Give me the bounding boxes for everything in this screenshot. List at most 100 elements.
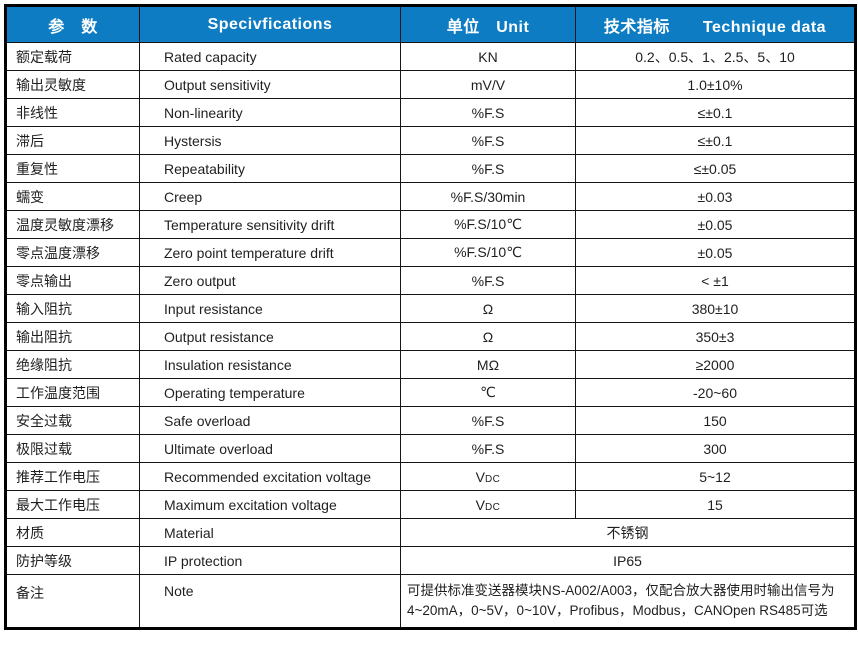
- table-row: 输出阻抗 Output resistance Ω 350±3: [5, 322, 856, 351]
- spec-table: 参 数 Specivfications 单位 Unit 技术指标 Techniq…: [4, 4, 857, 630]
- table-row: 绝缘阻抗 Insulation resistance MΩ ≥2000: [5, 350, 856, 379]
- table-row: 零点温度漂移 Zero point temperature drift %F.S…: [5, 238, 856, 267]
- merged-value: 不锈钢: [400, 518, 856, 547]
- param-en: Rated capacity: [139, 42, 401, 71]
- unit: %F.S/10℃: [400, 210, 576, 239]
- param-en: Non-linearity: [139, 98, 401, 127]
- param-en: Ultimate overload: [139, 434, 401, 463]
- table-row: 安全过载 Safe overload %F.S 150: [5, 406, 856, 435]
- param-zh: 最大工作电压: [5, 490, 140, 519]
- param-en: Note: [139, 574, 401, 629]
- param-en: Hystersis: [139, 126, 401, 155]
- unit: %F.S: [400, 434, 576, 463]
- table-row: 推荐工作电压 Recommended excitation voltage VD…: [5, 462, 856, 491]
- table-row: 输出灵敏度 Output sensitivity mV/V 1.0±10%: [5, 70, 856, 99]
- param-zh: 输出阻抗: [5, 322, 140, 351]
- param-en: Temperature sensitivity drift: [139, 210, 401, 239]
- value: ≤±0.1: [575, 98, 856, 127]
- value: ±0.03: [575, 182, 856, 211]
- table-row: 蠕变 Creep %F.S/30min ±0.03: [5, 182, 856, 211]
- table-row: 最大工作电压 Maximum excitation voltage VDC 15: [5, 490, 856, 519]
- unit: MΩ: [400, 350, 576, 379]
- value: ≥2000: [575, 350, 856, 379]
- value: 350±3: [575, 322, 856, 351]
- param-zh: 输入阻抗: [5, 294, 140, 323]
- unit: KN: [400, 42, 576, 71]
- table-row: 输入阻抗 Input resistance Ω 380±10: [5, 294, 856, 323]
- table-row: 滞后 Hystersis %F.S ≤±0.1: [5, 126, 856, 155]
- param-en: Zero output: [139, 266, 401, 295]
- value: -20~60: [575, 378, 856, 407]
- param-en: Input resistance: [139, 294, 401, 323]
- param-zh: 非线性: [5, 98, 140, 127]
- param-en: Insulation resistance: [139, 350, 401, 379]
- param-en: Output sensitivity: [139, 70, 401, 99]
- header-specifications: Specivfications: [139, 5, 401, 43]
- unit: %F.S: [400, 126, 576, 155]
- param-zh: 推荐工作电压: [5, 462, 140, 491]
- unit: %F.S: [400, 406, 576, 435]
- note-line-2: 4~20mA，0~5V，0~10V，Profibus，Modbus，CANOpe…: [407, 603, 828, 618]
- header-unit: 单位 Unit: [400, 5, 576, 43]
- table-row-material: 材质 Material 不锈钢: [5, 518, 856, 547]
- value: 15: [575, 490, 856, 519]
- value: ±0.05: [575, 210, 856, 239]
- table-row: 额定载荷 Rated capacity KN 0.2、0.5、1、2.5、5、1…: [5, 42, 856, 71]
- unit: %F.S: [400, 154, 576, 183]
- param-en: Creep: [139, 182, 401, 211]
- value: ≤±0.05: [575, 154, 856, 183]
- param-en: IP protection: [139, 546, 401, 575]
- param-zh: 蠕变: [5, 182, 140, 211]
- unit: Ω: [400, 322, 576, 351]
- table-row: 零点输出 Zero output %F.S < ±1: [5, 266, 856, 295]
- param-zh: 极限过载: [5, 434, 140, 463]
- param-zh: 防护等级: [5, 546, 140, 575]
- param-zh: 重复性: [5, 154, 140, 183]
- value: 0.2、0.5、1、2.5、5、10: [575, 42, 856, 71]
- unit: %F.S/30min: [400, 182, 576, 211]
- param-en: Output resistance: [139, 322, 401, 351]
- value: 300: [575, 434, 856, 463]
- table-row-note: 备注 Note 可提供标准变送器模块NS-A002/A003，仅配合放大器使用时…: [5, 574, 856, 629]
- note-text: 可提供标准变送器模块NS-A002/A003，仅配合放大器使用时输出信号为 4~…: [400, 574, 856, 629]
- value: 1.0±10%: [575, 70, 856, 99]
- note-line-1: 可提供标准变送器模块NS-A002/A003，仅配合放大器使用时输出信号为: [407, 583, 835, 598]
- param-zh: 零点输出: [5, 266, 140, 295]
- param-zh: 零点温度漂移: [5, 238, 140, 267]
- unit: VDC: [400, 462, 576, 491]
- table-row: 极限过载 Ultimate overload %F.S 300: [5, 434, 856, 463]
- param-zh: 绝缘阻抗: [5, 350, 140, 379]
- table-row: 重复性 Repeatability %F.S ≤±0.05: [5, 154, 856, 183]
- unit: %F.S/10℃: [400, 238, 576, 267]
- unit: VDC: [400, 490, 576, 519]
- header-technique-data: 技术指标 Technique data: [575, 5, 856, 43]
- table-row: 非线性 Non-linearity %F.S ≤±0.1: [5, 98, 856, 127]
- table-row-ip-protection: 防护等级 IP protection IP65: [5, 546, 856, 575]
- param-zh: 备注: [5, 574, 140, 629]
- param-zh: 安全过载: [5, 406, 140, 435]
- unit: ℃: [400, 378, 576, 407]
- value: < ±1: [575, 266, 856, 295]
- param-en: Operating temperature: [139, 378, 401, 407]
- unit: %F.S: [400, 98, 576, 127]
- param-zh: 输出灵敏度: [5, 70, 140, 99]
- unit: Ω: [400, 294, 576, 323]
- param-en: Recommended excitation voltage: [139, 462, 401, 491]
- value: ≤±0.1: [575, 126, 856, 155]
- table-row: 工作温度范围 Operating temperature ℃ -20~60: [5, 378, 856, 407]
- unit: %F.S: [400, 266, 576, 295]
- value: 380±10: [575, 294, 856, 323]
- param-en: Safe overload: [139, 406, 401, 435]
- param-zh: 滞后: [5, 126, 140, 155]
- param-en: Maximum excitation voltage: [139, 490, 401, 519]
- param-en: Repeatability: [139, 154, 401, 183]
- table-header-row: 参 数 Specivfications 单位 Unit 技术指标 Techniq…: [5, 5, 856, 43]
- unit: mV/V: [400, 70, 576, 99]
- param-zh: 温度灵敏度漂移: [5, 210, 140, 239]
- param-zh: 材质: [5, 518, 140, 547]
- param-zh: 额定载荷: [5, 42, 140, 71]
- value: 5~12: [575, 462, 856, 491]
- spec-sheet-page: 参 数 Specivfications 单位 Unit 技术指标 Techniq…: [4, 4, 857, 630]
- header-param: 参 数: [5, 5, 140, 43]
- table-row: 温度灵敏度漂移 Temperature sensitivity drift %F…: [5, 210, 856, 239]
